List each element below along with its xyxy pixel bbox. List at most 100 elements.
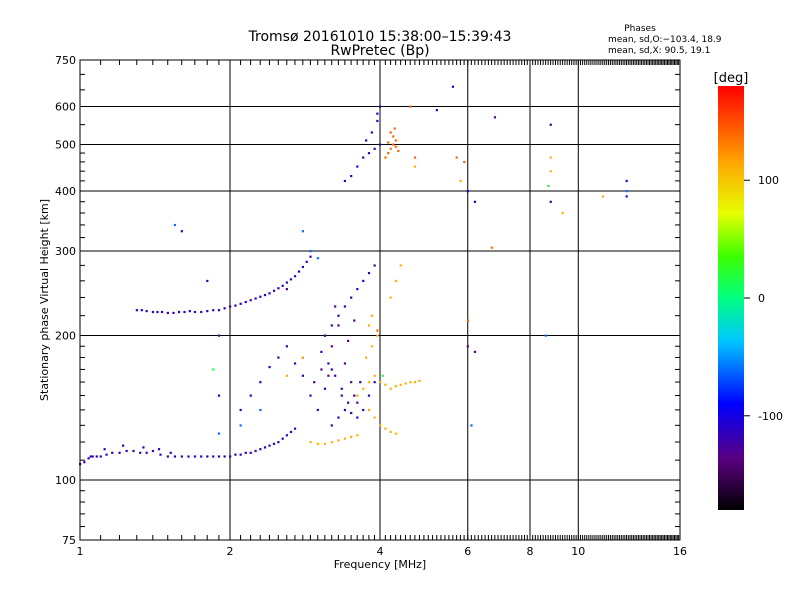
data-point <box>301 356 305 359</box>
data-point <box>384 383 387 386</box>
data-points <box>79 85 628 466</box>
data-point <box>350 296 353 299</box>
data-point <box>389 147 392 150</box>
data-point <box>316 442 319 445</box>
data-point <box>463 160 466 164</box>
data-point <box>466 319 469 322</box>
data-point <box>373 264 376 267</box>
data-point <box>365 139 368 142</box>
data-point <box>323 334 327 337</box>
data-point <box>362 279 365 283</box>
data-point <box>259 295 262 298</box>
data-point <box>394 279 397 283</box>
colorbar-ticks: 100 0 -100 <box>744 174 783 423</box>
chart-subtitle: RwPretec (Bp) <box>330 43 429 59</box>
data-point <box>249 299 252 302</box>
data-point <box>473 200 477 203</box>
data-point <box>399 383 402 386</box>
data-point <box>145 451 148 454</box>
phases-note-line2: mean, sd,X: 90.5, 19.1 <box>608 46 710 56</box>
data-point <box>413 381 417 384</box>
y-tick-label: 400 <box>55 185 76 198</box>
data-point <box>234 304 237 307</box>
y-tick-labels: 75 100 200 300 400 500 600 750 <box>55 54 76 547</box>
data-point <box>316 257 319 260</box>
data-point <box>379 424 382 427</box>
data-point <box>217 455 221 458</box>
data-point <box>285 374 288 377</box>
data-point <box>173 223 177 227</box>
data-point <box>263 446 267 449</box>
data-point <box>263 293 267 297</box>
data-point <box>343 408 347 412</box>
data-point <box>277 441 280 444</box>
data-point <box>289 278 293 281</box>
data-point <box>549 123 552 126</box>
colorbar-label: [deg] <box>714 71 749 86</box>
data-point <box>151 310 155 314</box>
data-point <box>337 439 340 442</box>
data-point <box>99 455 102 458</box>
data-point <box>309 255 312 258</box>
data-point <box>169 451 172 454</box>
data-point <box>159 453 162 456</box>
data-point <box>340 394 343 397</box>
data-point <box>350 411 353 415</box>
data-point <box>173 455 177 458</box>
data-point <box>316 408 319 412</box>
data-point <box>346 401 350 404</box>
data-point <box>285 288 288 291</box>
data-point <box>356 434 359 437</box>
data-point <box>413 165 417 168</box>
data-point <box>343 437 347 440</box>
data-point <box>350 381 353 384</box>
data-point <box>125 449 128 453</box>
data-point <box>397 149 400 153</box>
data-point <box>561 212 564 215</box>
data-point <box>451 85 455 88</box>
data-point <box>392 135 395 138</box>
data-point <box>327 374 330 377</box>
data-point <box>343 179 347 183</box>
colorbar-tick-label: -100 <box>758 410 783 423</box>
data-point <box>330 424 333 427</box>
data-point <box>373 381 376 384</box>
data-point <box>343 305 347 308</box>
data-point <box>268 292 271 295</box>
data-point <box>455 156 458 159</box>
data-point <box>309 394 312 397</box>
data-point <box>549 200 552 203</box>
data-point <box>362 408 365 412</box>
data-point <box>200 455 203 458</box>
data-point <box>346 339 350 343</box>
data-point <box>234 453 237 456</box>
data-point <box>327 362 330 365</box>
data-point <box>379 105 382 108</box>
y-tick-label: 500 <box>55 139 76 152</box>
data-point <box>281 437 284 440</box>
data-point <box>389 296 392 299</box>
data-point <box>254 297 257 300</box>
data-point <box>91 455 94 458</box>
data-point <box>320 350 323 353</box>
x-tick-label: 1 <box>77 545 84 558</box>
data-point <box>389 387 392 390</box>
data-point <box>177 310 181 314</box>
data-point <box>466 190 469 193</box>
data-point <box>404 382 407 385</box>
data-point <box>350 435 353 439</box>
data-point <box>188 309 191 313</box>
data-point <box>166 455 169 458</box>
data-point <box>180 455 183 458</box>
data-point <box>466 345 469 348</box>
plot-frame <box>79 59 681 541</box>
data-point <box>166 311 169 315</box>
data-point <box>277 287 280 290</box>
data-point <box>386 141 390 144</box>
data-point <box>359 381 362 384</box>
data-point <box>625 190 628 193</box>
data-point <box>367 408 371 412</box>
data-point <box>547 184 550 188</box>
data-point <box>334 374 337 377</box>
data-point <box>272 289 276 292</box>
